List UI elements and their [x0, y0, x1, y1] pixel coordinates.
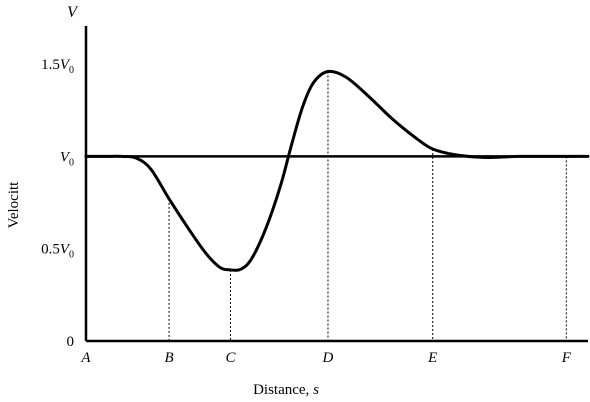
- x-tick-label: D: [322, 350, 334, 366]
- velocity-curve: [84, 69, 590, 272]
- x-tick-label: B: [164, 350, 173, 366]
- y-axis-title: Velocitt: [6, 181, 22, 228]
- y-tick-label: 1.5V0: [41, 57, 74, 76]
- x-axis-title: Distance, s: [253, 382, 319, 398]
- axes: [84, 26, 588, 343]
- x-tick-label: C: [225, 350, 236, 366]
- y-tick-label: V0: [60, 149, 74, 168]
- y-axis-letter: V: [67, 4, 79, 21]
- axis-labels: A B C D E F 0 0.5V0 V0 1.5V0 V Velocitt Distance, s: [6, 4, 572, 398]
- x-tick-label: F: [561, 350, 572, 366]
- x-tick-label: A: [80, 350, 91, 366]
- x-tick-label: E: [427, 350, 437, 366]
- reference-lines: [86, 71, 579, 341]
- y-tick-label: 0.5V0: [41, 242, 74, 261]
- y-tick-label: 0: [67, 334, 75, 350]
